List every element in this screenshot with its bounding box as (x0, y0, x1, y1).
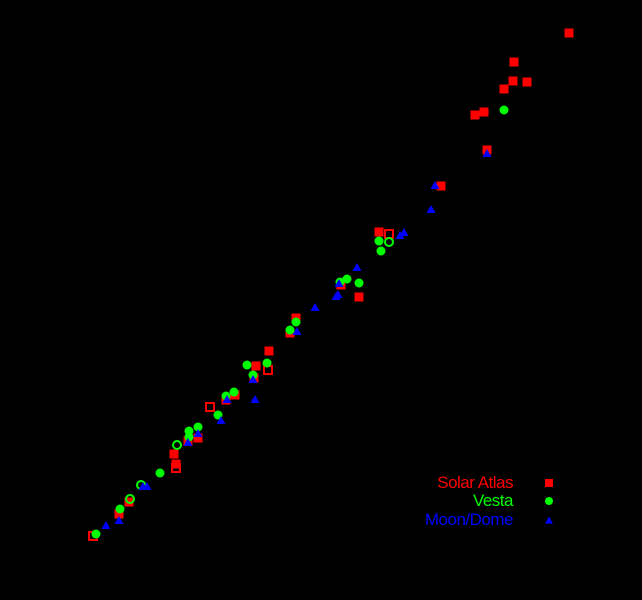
circle-marker (242, 360, 252, 370)
legend-label-vesta: Vesta (472, 491, 514, 510)
circle-marker (262, 358, 272, 368)
triangle-marker (482, 148, 492, 158)
square-marker (251, 361, 261, 371)
circle-marker (499, 105, 509, 115)
circle-marker (229, 387, 239, 397)
circle-marker (125, 494, 135, 504)
triangle-marker (331, 291, 341, 301)
square-marker (169, 449, 179, 459)
square-marker (354, 292, 364, 302)
triangle-marker (426, 204, 436, 214)
circle-marker (184, 432, 194, 442)
triangle-marker (142, 481, 152, 491)
square-marker (564, 28, 574, 38)
circle-marker (172, 440, 182, 450)
circle-marker (285, 325, 295, 335)
circle-marker (115, 504, 125, 514)
circle-marker (545, 497, 553, 505)
square-marker (522, 77, 532, 87)
circle-marker (354, 278, 364, 288)
square-marker (264, 346, 274, 356)
triangle-marker (545, 516, 553, 524)
series-moon-dome (101, 148, 492, 530)
legend-markers (545, 479, 553, 524)
triangle-marker (395, 230, 405, 240)
circle-marker (374, 236, 384, 246)
square-marker (171, 463, 181, 473)
triangle-marker (334, 278, 344, 288)
triangle-marker (310, 302, 320, 312)
triangle-marker (430, 180, 440, 190)
triangle-marker (250, 394, 260, 404)
circle-marker (291, 317, 301, 327)
triangle-marker (216, 415, 226, 425)
triangle-marker (114, 515, 124, 525)
square-marker (193, 433, 203, 443)
series-vesta (91, 105, 509, 539)
circle-marker (193, 422, 203, 432)
square-marker (508, 76, 518, 86)
square-marker (205, 402, 215, 412)
triangle-marker (352, 262, 362, 272)
circle-marker (376, 246, 386, 256)
legend-label-moon-dome: Moon/Dome (424, 510, 514, 529)
triangle-marker (399, 227, 409, 237)
square-marker (374, 227, 384, 237)
circle-marker (155, 468, 165, 478)
circle-marker (213, 410, 223, 420)
triangle-marker (248, 374, 258, 384)
triangle-marker (222, 394, 232, 404)
triangle-marker (292, 326, 302, 336)
square-marker (114, 509, 124, 519)
legend-label-solar-atlas: Solar Atlas (437, 473, 513, 492)
square-marker (436, 181, 446, 191)
data-points (88, 28, 574, 541)
circle-marker (91, 529, 101, 539)
triangle-marker (101, 520, 111, 530)
square-marker (509, 57, 519, 67)
square-marker (479, 107, 489, 117)
circle-marker (384, 237, 394, 247)
triangle-marker (193, 428, 203, 438)
square-marker (470, 110, 480, 120)
circle-marker (342, 274, 352, 284)
square-marker (545, 479, 553, 487)
square-marker (499, 84, 509, 94)
triangle-marker (183, 437, 193, 447)
